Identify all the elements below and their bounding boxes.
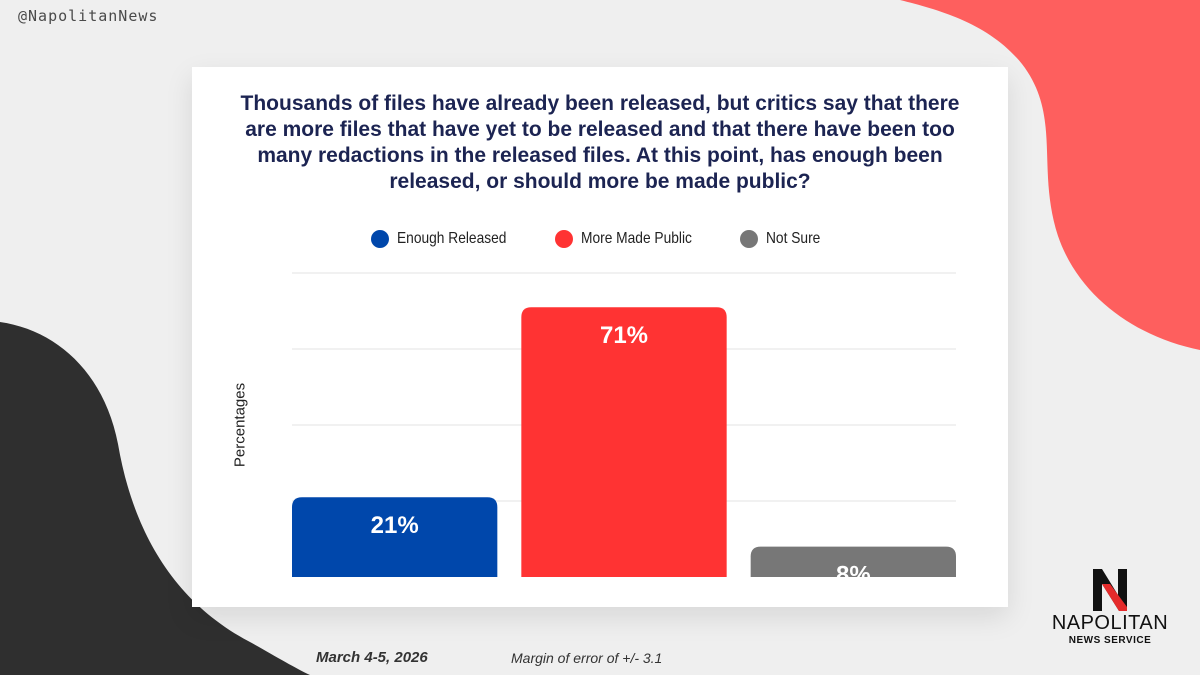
napolitan-n-logo-icon xyxy=(1093,569,1127,611)
social-handle: @NapolitanNews xyxy=(18,7,159,25)
legend-swatch-enough-released xyxy=(371,230,390,248)
logo-wordmark: NAPOLITAN xyxy=(1051,612,1169,634)
poll-date: March 4-5, 2026 xyxy=(316,649,428,666)
chart-title: Thousands of files have already been rel… xyxy=(240,92,960,193)
legend-item-enough-released: Enough Released xyxy=(371,230,524,248)
legend-label-enough-released: Enough Released xyxy=(397,230,507,247)
chart-card: Thousands of files have already been rel… xyxy=(192,67,1008,607)
data-label-more-made-public: 71% xyxy=(600,322,648,349)
bar-plot: 21% 71% 8% xyxy=(292,272,956,589)
legend-label-not-sure: Not Sure xyxy=(765,230,820,247)
chart-legend: Enough Released More Made Public Not Sur… xyxy=(192,230,1008,248)
margin-of-error: Margin of error of +/- 3.1 xyxy=(511,650,663,666)
legend-label-more-made-public: More Made Public xyxy=(580,230,692,247)
bar-not-sure xyxy=(750,546,956,577)
legend-swatch-more-made-public xyxy=(554,230,573,248)
legend-item-more-made-public: More Made Public xyxy=(554,230,710,248)
logo-subtitle: NEWS SERVICE xyxy=(1068,635,1152,646)
bar-enough-released xyxy=(292,497,498,577)
coral-blob-shape xyxy=(900,0,1200,350)
napolitan-logo: NAPOLITAN NEWS SERVICE xyxy=(1040,565,1180,655)
legend-item-not-sure: Not Sure xyxy=(739,230,829,248)
legend-swatch-not-sure xyxy=(739,230,758,248)
data-label-enough-released: 21% xyxy=(371,512,419,539)
bar-more-made-public xyxy=(521,307,727,577)
data-label-not-sure: 8% xyxy=(836,562,871,589)
dark-blob-shape xyxy=(0,322,310,675)
